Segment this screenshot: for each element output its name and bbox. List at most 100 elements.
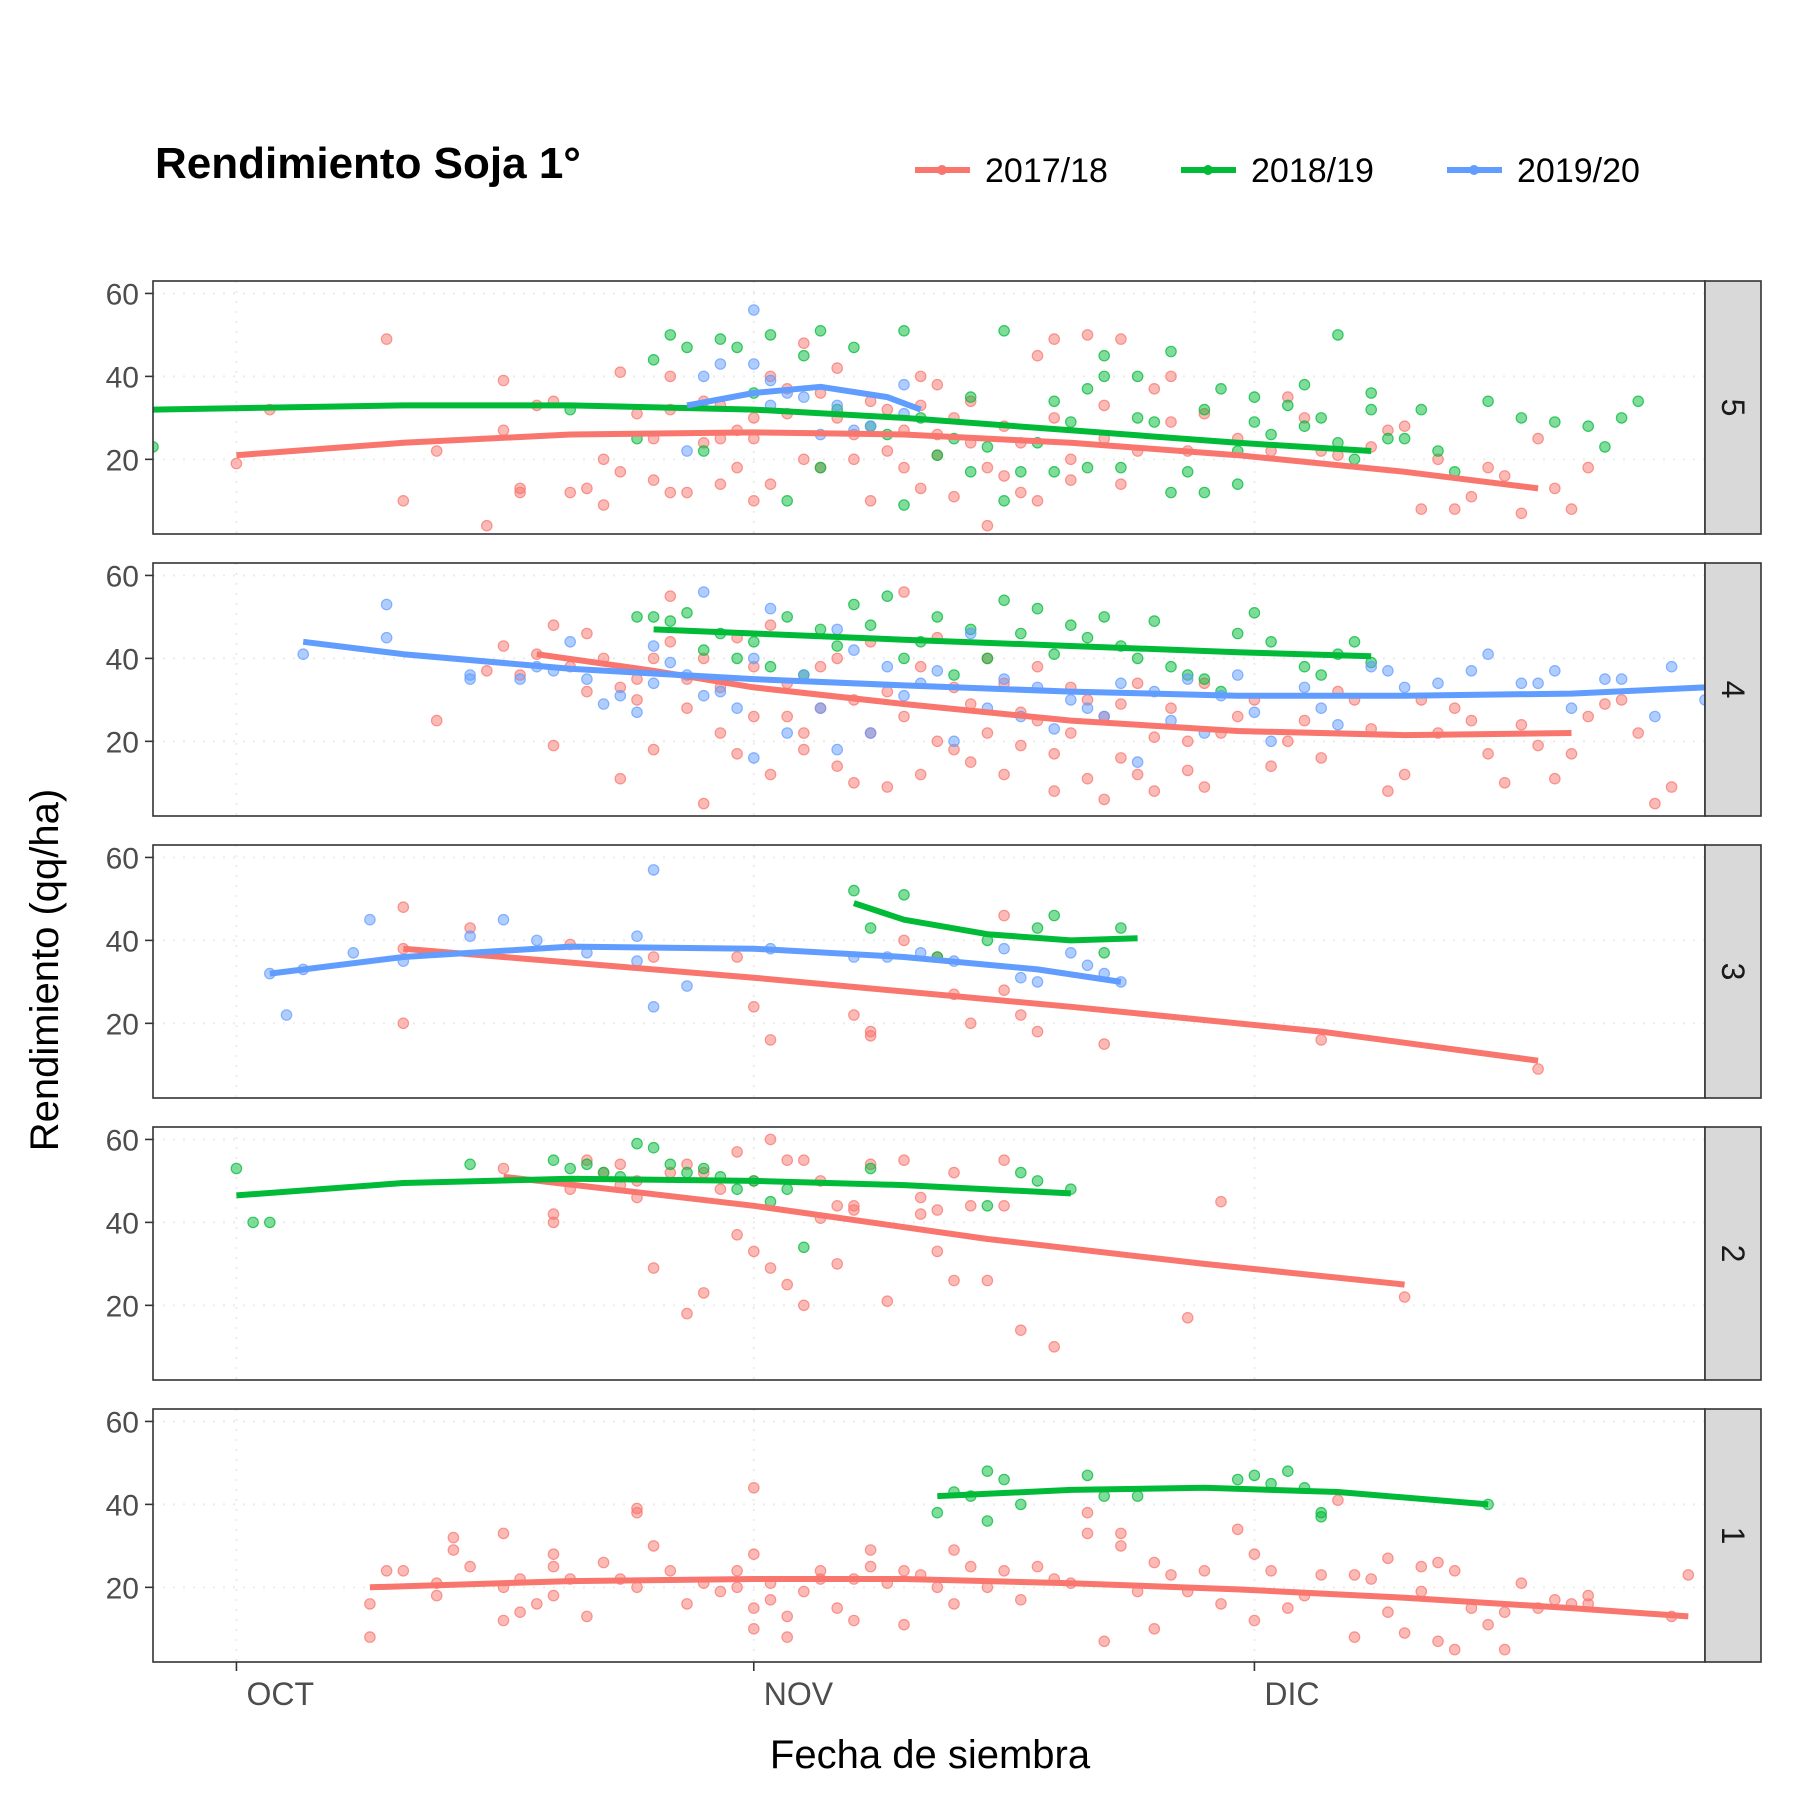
data-point [1315, 412, 1327, 424]
facet-plot-area [297, 586, 1705, 810]
data-point [747, 1623, 760, 1635]
data-point [631, 1581, 643, 1594]
data-point [697, 1162, 710, 1175]
data-point [631, 694, 643, 706]
data-point [848, 1009, 860, 1021]
data-point [898, 461, 910, 474]
data-point [597, 1556, 610, 1569]
data-point [764, 1133, 777, 1146]
data-point [1532, 739, 1544, 752]
x-tick-label: NOV [764, 1676, 834, 1712]
data-point [1599, 441, 1611, 453]
data-point [714, 1585, 727, 1598]
data-point [1532, 677, 1544, 690]
data-point [931, 1204, 944, 1216]
facet-panel-5: 5 20 40 60 [106, 278, 1762, 535]
data-point [1014, 1166, 1027, 1179]
data-point [848, 644, 860, 656]
facet-strip-label: 2 [1715, 1245, 1751, 1263]
data-point [731, 1183, 743, 1195]
trend-line [852, 900, 1138, 944]
data-point [931, 378, 944, 391]
data-point [747, 1602, 760, 1614]
data-point [1448, 702, 1461, 714]
data-point [230, 457, 243, 470]
data-point [981, 1465, 994, 1477]
data-point [831, 640, 843, 652]
data-point [430, 714, 443, 727]
data-point [514, 673, 526, 685]
facet-panel-3: 3 20 40 60 [106, 842, 1762, 1099]
data-point [647, 677, 660, 690]
data-point [998, 942, 1010, 955]
data-point [1231, 710, 1244, 723]
data-point [1048, 1341, 1060, 1353]
facet-strip [1704, 1126, 1762, 1381]
data-point [781, 494, 793, 507]
data-point [297, 648, 309, 660]
data-point [864, 1560, 877, 1573]
data-point [998, 594, 1010, 607]
data-point [681, 606, 693, 619]
data-point [848, 884, 860, 897]
trend-line [686, 383, 922, 413]
data-point [764, 619, 777, 631]
data-point [764, 660, 777, 673]
data-point [1081, 461, 1094, 474]
data-point [1115, 461, 1127, 474]
data-point [497, 424, 510, 437]
data-point [514, 486, 526, 499]
data-point [597, 698, 610, 710]
data-point [964, 391, 977, 403]
data-point [981, 727, 994, 739]
data-point [1165, 486, 1177, 499]
trend-line [269, 943, 1122, 985]
data-point [1265, 428, 1277, 441]
data-point [881, 660, 894, 673]
data-point [1014, 486, 1027, 499]
data-point [764, 1262, 777, 1274]
data-point [1382, 1606, 1394, 1618]
data-point [614, 366, 627, 378]
data-point [1415, 1585, 1428, 1598]
data-point [1515, 1577, 1528, 1589]
data-point [898, 1154, 910, 1166]
data-point [848, 598, 860, 611]
data-point [1065, 474, 1077, 486]
data-point [881, 590, 894, 602]
data-point [898, 888, 910, 901]
data-point [731, 702, 743, 714]
chart-title: Rendimiento Soja 1° [155, 139, 581, 188]
data-point [731, 1229, 743, 1241]
data-point [547, 1560, 560, 1573]
data-point [797, 1241, 810, 1254]
data-point [631, 706, 643, 719]
data-point [1549, 416, 1561, 428]
data-point [664, 590, 677, 602]
data-point [614, 772, 627, 785]
data-point [1365, 403, 1377, 416]
data-point [1231, 669, 1244, 681]
data-point [597, 499, 610, 511]
data-point [1081, 1527, 1094, 1540]
data-point [1365, 1573, 1377, 1585]
data-point [631, 407, 643, 420]
data-point [714, 685, 727, 698]
data-point [898, 586, 910, 598]
data-point [1165, 1569, 1177, 1581]
data-point [1549, 1594, 1561, 1606]
data-point [1282, 735, 1294, 748]
data-point [831, 399, 843, 412]
data-point [1498, 470, 1511, 482]
data-point [647, 640, 660, 652]
data-point [1432, 1556, 1444, 1569]
data-point [1081, 329, 1094, 341]
data-point [764, 1034, 777, 1046]
data-point [1065, 453, 1077, 466]
data-point [797, 743, 810, 756]
data-point [1065, 416, 1077, 428]
data-point [731, 747, 743, 760]
data-point [631, 930, 643, 942]
data-point [1432, 1635, 1444, 1648]
y-tick-label: 60 [106, 842, 139, 875]
